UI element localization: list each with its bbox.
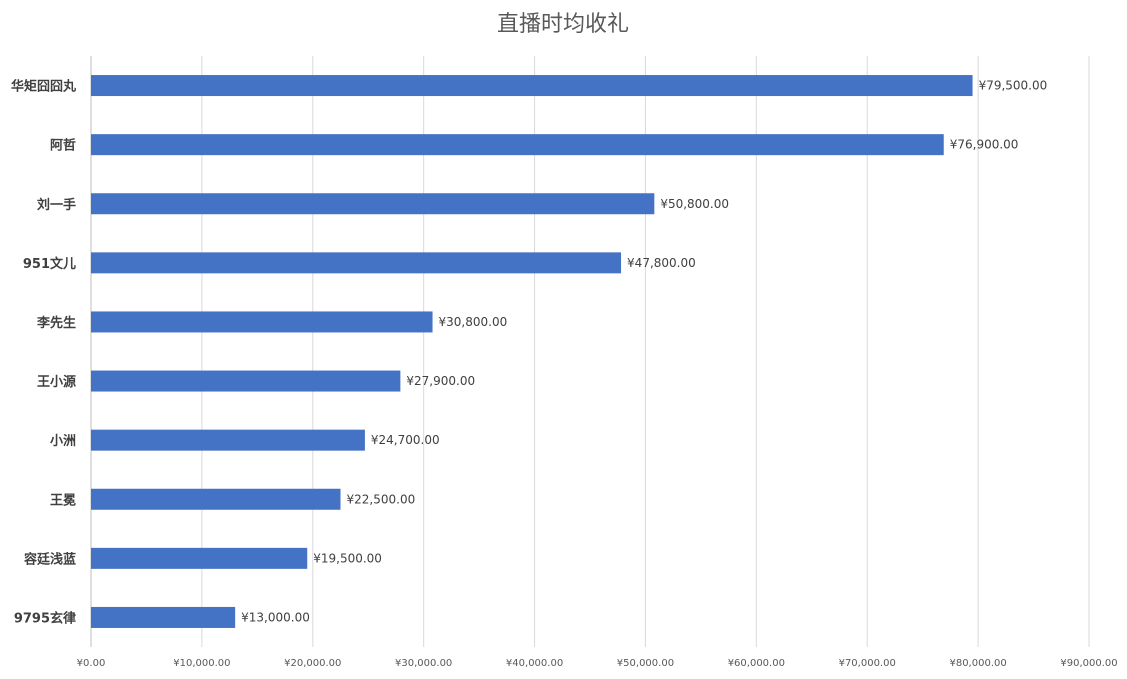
category-label: 王小源 <box>37 374 76 390</box>
x-tick-label: ¥10,000.00 <box>173 658 230 669</box>
category-label: 小洲 <box>50 434 76 449</box>
category-label: 王冕 <box>50 493 76 508</box>
bar <box>91 606 236 628</box>
bar <box>91 75 973 97</box>
bar <box>91 488 341 510</box>
category-label: 9795玄律 <box>14 610 76 626</box>
category-label: 阿哲 <box>50 138 76 154</box>
data-label: ¥19,500.00 <box>313 551 382 565</box>
category-label: 刘一手 <box>37 197 76 213</box>
x-tick-label: ¥90,000.00 <box>1060 658 1117 669</box>
data-label: ¥24,700.00 <box>371 433 440 447</box>
data-label: ¥27,900.00 <box>406 374 475 388</box>
bar <box>91 134 944 156</box>
x-tick-label: ¥30,000.00 <box>395 658 452 669</box>
data-label: ¥13,000.00 <box>241 610 310 624</box>
x-tick-label: ¥40,000.00 <box>506 658 563 669</box>
category-label: 951文儿 <box>23 256 76 272</box>
bar <box>91 311 433 333</box>
x-tick-label: ¥60,000.00 <box>728 658 785 669</box>
x-tick-label: ¥70,000.00 <box>839 658 896 669</box>
data-label: ¥79,500.00 <box>979 79 1048 93</box>
category-label: 华矩囧囧丸 <box>11 79 77 95</box>
bar <box>91 252 622 274</box>
data-label: ¥47,800.00 <box>627 256 696 270</box>
chart-title: 直播时均收礼 <box>497 12 629 37</box>
x-tick-label: ¥80,000.00 <box>949 658 1006 669</box>
data-label: ¥22,500.00 <box>347 492 416 506</box>
x-tick-label: ¥20,000.00 <box>284 658 341 669</box>
data-label: ¥30,800.00 <box>439 315 508 329</box>
data-label: ¥50,800.00 <box>660 197 729 211</box>
bar <box>91 547 308 569</box>
category-label: 容廷浅蓝 <box>23 551 76 567</box>
x-tick-label: ¥50,000.00 <box>617 658 674 669</box>
data-label: ¥76,900.00 <box>950 138 1019 152</box>
bar <box>91 370 401 392</box>
category-label: 李先生 <box>36 315 76 331</box>
bar <box>91 193 655 215</box>
bar <box>91 429 365 451</box>
x-tick-label: ¥0.00 <box>77 658 106 669</box>
